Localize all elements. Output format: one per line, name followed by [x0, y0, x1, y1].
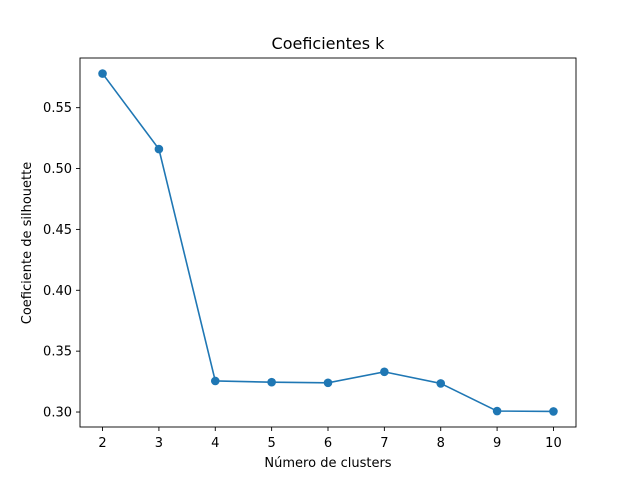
data-point: [210, 376, 220, 386]
x-tick-label: 8: [437, 436, 445, 451]
x-tick-label: 6: [324, 436, 332, 451]
data-point: [436, 379, 446, 388]
x-tick-label: 7: [380, 436, 388, 451]
data-point: [323, 378, 333, 388]
x-tick-label: 5: [267, 436, 275, 451]
y-axis-label: Coeficiente de silhouette: [20, 162, 35, 324]
y-tick-label: 0.45: [43, 223, 72, 238]
x-tick-label: 10: [545, 436, 562, 451]
x-tick-label: 2: [98, 436, 106, 451]
y-tick-label: 0.30: [43, 406, 72, 421]
x-tick-label: 3: [155, 436, 163, 451]
x-tick-label: 4: [211, 436, 219, 451]
data-point: [549, 407, 558, 416]
data-point: [492, 406, 502, 416]
data-point: [380, 367, 389, 377]
data-point: [154, 144, 164, 154]
data-point: [267, 377, 276, 387]
y-tick-label: 0.55: [43, 101, 72, 116]
x-axis-label: Número de clusters: [264, 456, 391, 471]
y-tick-label: 0.40: [43, 284, 72, 299]
plot-frame: [79, 57, 577, 428]
x-tick-label: 9: [493, 436, 501, 451]
chart-title: Coeficientes k: [272, 34, 386, 53]
y-tick-label: 0.50: [43, 162, 72, 177]
data-point: [98, 69, 107, 78]
plot-layer: 2 3 4 5 6 7 8 9 10 0.30 0.35 0.40 0.45 0.50 0.55: [43, 57, 577, 451]
y-tick-label: 0.35: [43, 345, 72, 360]
